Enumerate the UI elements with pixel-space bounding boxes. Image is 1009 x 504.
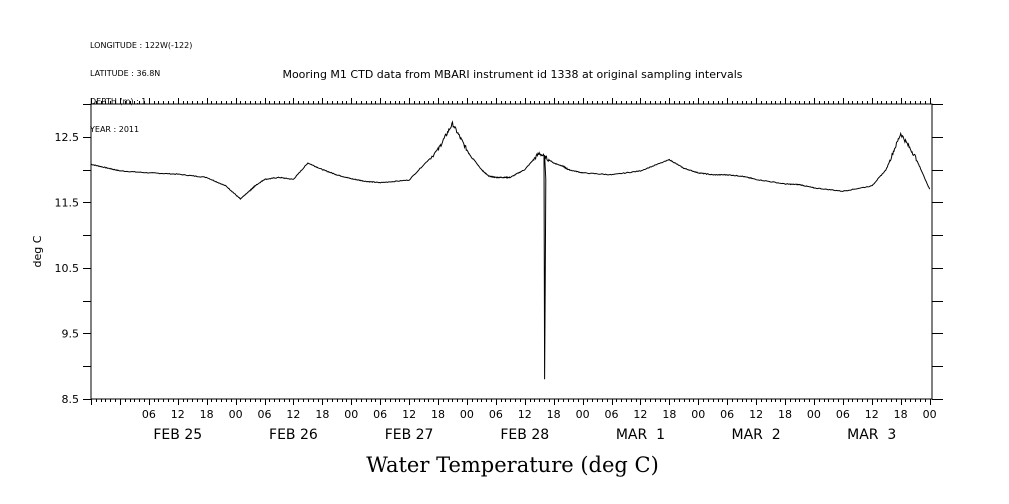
day-label: MAR 3 <box>847 427 896 443</box>
x-tick-label: 06 <box>258 408 272 421</box>
meta-longitude: LONGITUDE : 122W(-122) <box>90 40 193 50</box>
x-tick-label: 00 <box>229 408 243 421</box>
x-tick-label: 06 <box>836 408 850 421</box>
temperature-series-line <box>90 120 931 380</box>
x-tick-label: 00 <box>923 408 937 421</box>
x-tick-label: 06 <box>373 408 387 421</box>
x-tick-label: 18 <box>200 408 214 421</box>
x-tick-label: 06 <box>605 408 619 421</box>
x-tick-label: 12 <box>402 408 416 421</box>
y-tick-label: 8.5 <box>62 393 80 406</box>
meta-year: YEAR : 2011 <box>90 125 140 135</box>
x-tick-label: 00 <box>807 408 821 421</box>
day-label: FEB 27 <box>385 427 434 443</box>
day-label: MAR 1 <box>616 427 665 443</box>
metadata-block: LONGITUDE : 122W(-122) LATITUDE : 36.8N … <box>90 22 192 144</box>
day-label: FEB 25 <box>153 427 202 443</box>
x-tick-label: 12 <box>749 408 763 421</box>
y-tick-label: 10.5 <box>55 262 80 275</box>
x-tick-label: 18 <box>778 408 792 421</box>
chart-title: Mooring M1 CTD data from MBARI instrumen… <box>282 68 743 81</box>
x-tick-label: 00 <box>344 408 358 421</box>
plot-area: 06 12 18 00 06 12 18 00 06 12 18 00 06 12 18 00 06 12 18 00… <box>31 98 943 443</box>
x-tick-label: 12 <box>286 408 300 421</box>
x-tick-label: 06 <box>489 408 503 421</box>
y-tick-label: 9.5 <box>62 327 80 340</box>
chart-caption: Water Temperature (deg C) <box>366 453 659 477</box>
x-tick-label: 06 <box>720 408 734 421</box>
x-tick-label: 18 <box>894 408 908 421</box>
day-label: FEB 26 <box>269 427 318 443</box>
x-tick-label: 12 <box>171 408 185 421</box>
x-tick-label: 00 <box>691 408 705 421</box>
x-tick-label: 12 <box>518 408 532 421</box>
x-tick-label: 18 <box>315 408 329 421</box>
y-tick-label: 12.5 <box>55 131 80 144</box>
x-tick-label: 12 <box>865 408 879 421</box>
meta-latitude: LATITUDE : 36.8N <box>90 69 161 79</box>
x-tick-label: 18 <box>547 408 561 421</box>
x-tick-label: 06 <box>142 408 156 421</box>
x-tick-label: 18 <box>662 408 676 421</box>
day-label: MAR 2 <box>731 427 780 443</box>
x-tick-label: 18 <box>431 408 445 421</box>
x-tick-label: 00 <box>460 408 474 421</box>
day-label: FEB 28 <box>500 427 549 443</box>
plot-frame <box>90 103 933 400</box>
y-tick-label: 11.5 <box>55 196 80 209</box>
y-axis-label: deg C <box>31 235 44 267</box>
x-tick-label: 00 <box>576 408 590 421</box>
meta-depth: DEPTH (m) : 1 <box>90 97 147 107</box>
x-tick-label: 12 <box>633 408 647 421</box>
